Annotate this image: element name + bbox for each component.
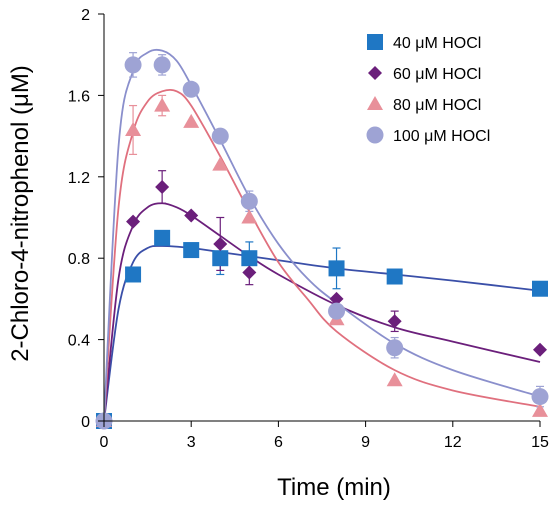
- legend-label-series-4: 100 μM HOCl: [393, 128, 490, 145]
- legend-marker-series-3: [367, 96, 383, 110]
- fit-curve-series-4: [103, 48, 541, 422]
- x-axis-title: Time (min): [277, 474, 391, 501]
- x-tick-label: 15: [531, 434, 549, 451]
- legend: 40 μM HOCl 60 μM HOCl 80 μM HOCl 100 μM HOC…: [366, 34, 490, 145]
- data-markers: [95, 56, 549, 430]
- data-point-series-2: [387, 314, 402, 329]
- y-tick-label: 0: [81, 414, 90, 431]
- fit-curve-series-3: [103, 88, 541, 422]
- legend-label-series-3: 80 μM HOCl: [393, 97, 481, 114]
- axes: 0 3 6 9 12 15 0 0.4 0.8 1.2 1.6 2: [68, 7, 549, 451]
- y-tick-label: 1.2: [68, 170, 90, 187]
- data-point-series-4: [182, 80, 200, 98]
- x-tick-label: 12: [444, 434, 462, 451]
- x-tick-label: 3: [187, 434, 196, 451]
- data-point-series-3: [212, 156, 229, 171]
- data-point-series-1: [154, 229, 171, 246]
- legend-marker-series-2: [368, 66, 382, 80]
- x-tick-label: 6: [274, 434, 283, 451]
- legend-marker-series-1: [367, 34, 383, 50]
- data-point-series-1: [532, 280, 548, 297]
- data-point-series-3: [154, 97, 171, 112]
- data-point-series-2: [533, 342, 547, 357]
- y-axis-title: 2-Chloro-4-nitrophenol (μM): [7, 65, 34, 362]
- data-point-series-1: [241, 250, 258, 267]
- y-tick-label: 2: [81, 7, 90, 24]
- x-tick-label: 9: [361, 434, 370, 451]
- y-tick-label: 0.4: [68, 333, 90, 350]
- data-point-series-4: [531, 388, 549, 406]
- legend-marker-series-4: [366, 126, 384, 144]
- data-point-series-4: [328, 302, 346, 320]
- data-point-series-2: [329, 291, 344, 306]
- data-point-series-1: [386, 268, 403, 285]
- data-point-series-4: [386, 339, 404, 357]
- data-point-series-3: [532, 402, 548, 417]
- y-tick-label: 1.6: [68, 88, 90, 105]
- data-point-series-3: [183, 113, 200, 128]
- data-point-series-2: [155, 179, 170, 194]
- data-point-series-2: [213, 236, 228, 251]
- data-point-series-2: [126, 214, 141, 229]
- data-point-series-1: [212, 250, 229, 267]
- data-point-series-1: [328, 260, 345, 277]
- data-point-series-4: [211, 127, 229, 145]
- legend-label-series-2: 60 μM HOCl: [393, 66, 481, 83]
- data-point-series-3: [386, 372, 403, 387]
- data-point-series-3: [125, 121, 142, 136]
- x-tick-label: 0: [100, 434, 109, 451]
- y-tick-label: 0.8: [68, 251, 90, 268]
- data-point-series-3: [241, 209, 258, 224]
- data-point-series-2: [184, 208, 199, 223]
- legend-label-series-1: 40 μM HOCl: [393, 35, 481, 52]
- data-point-series-1: [183, 242, 200, 259]
- data-point-series-4: [124, 56, 142, 74]
- data-point-series-2: [242, 265, 257, 280]
- data-point-series-4: [240, 192, 258, 210]
- data-point-series-1: [125, 266, 142, 283]
- data-point-series-4: [153, 56, 171, 74]
